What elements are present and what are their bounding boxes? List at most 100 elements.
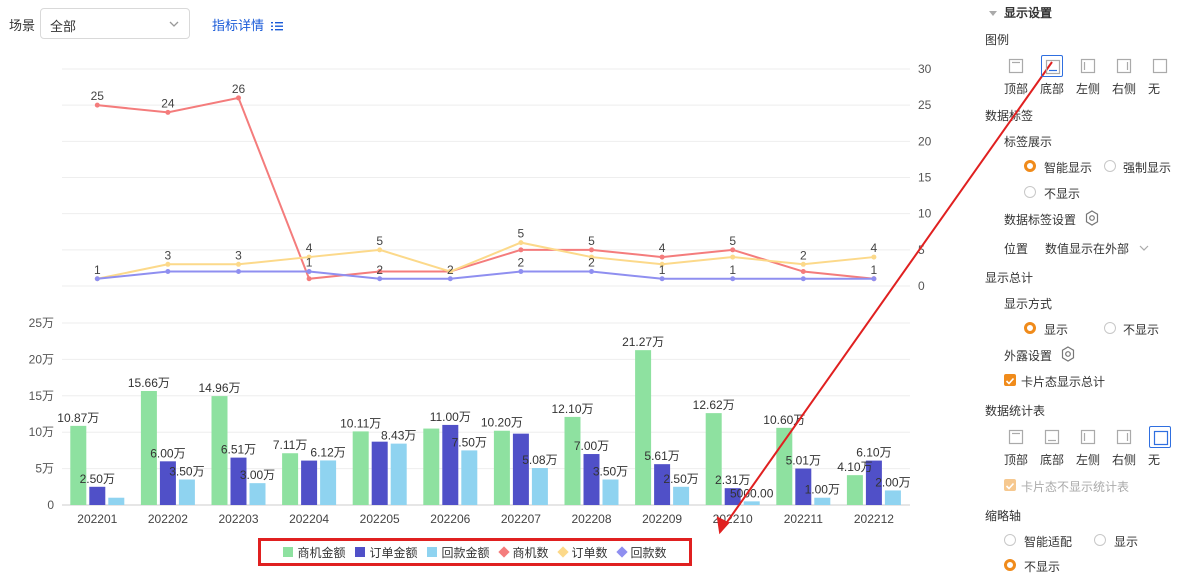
no-display-radio[interactable] [1024, 186, 1036, 198]
stats-position-bottom-option[interactable] [1041, 426, 1063, 448]
legend-position-right-label: 右侧 [1112, 82, 1137, 96]
bar-data-label: 10.20万 [481, 416, 523, 430]
line-data-label: 2 [588, 256, 595, 270]
legend-label: 订单金额 [369, 545, 418, 560]
show-total-radio[interactable] [1024, 322, 1036, 334]
bar-data-label: 6.12万 [310, 445, 345, 459]
legend-position-top-option[interactable] [1005, 55, 1027, 77]
zoom-hide-radio[interactable] [1004, 559, 1016, 571]
bar-订单金额 [442, 424, 459, 505]
bar-回款金额 [743, 501, 760, 505]
x-tick-label: 202210 [713, 512, 753, 526]
bar-回款金额 [884, 490, 901, 505]
legend-item[interactable]: 回款数 [615, 544, 667, 561]
card-hide-stats-label: 卡片态不显示统计表 [1021, 480, 1130, 494]
zoom-show-radio[interactable] [1094, 534, 1106, 546]
position-top-icon [1008, 429, 1024, 445]
zoom-smart-radio[interactable] [1004, 534, 1016, 546]
line-data-label: 24 [161, 96, 175, 110]
line-y-tick-label: 20 [918, 134, 932, 148]
stats-position-top-option[interactable] [1005, 426, 1027, 448]
check-icon [1005, 377, 1015, 385]
bar-data-label: 12.10万 [551, 402, 593, 416]
bar-data-label: 7.11万 [273, 438, 307, 452]
bar-data-label: 6.00万 [150, 446, 185, 460]
gear-icon[interactable] [1060, 346, 1076, 362]
legend-item[interactable]: 回款金额 [427, 544, 490, 561]
legend-item[interactable]: 订单数 [556, 544, 608, 561]
legend-position-bottom-label: 底部 [1040, 82, 1065, 96]
stats-position-bottom-label: 底部 [1040, 453, 1065, 467]
chart-legend: 商机金额 订单金额 回款金额 商机数 订单数 回款数 [258, 538, 692, 566]
line-point [518, 269, 524, 275]
hide-total-label: 不显示 [1123, 323, 1160, 337]
position-select-value[interactable]: 数值显示在外部 [1045, 242, 1130, 256]
bar-data-label: 5.01万 [786, 454, 821, 468]
line-data-label: 3 [235, 248, 242, 262]
x-tick-label: 202203 [218, 512, 258, 526]
x-tick-label: 202211 [784, 512, 823, 526]
bar-回款金额 [673, 486, 690, 505]
legend-label: 商机金额 [297, 545, 346, 560]
hide-total-radio[interactable] [1104, 322, 1116, 334]
position-left-icon [1080, 58, 1096, 74]
indicator-detail-link[interactable]: 指标详情 [212, 15, 283, 34]
bar-data-label: 3.50万 [169, 465, 204, 479]
x-tick-label: 202209 [642, 512, 682, 526]
legend-marker [355, 547, 366, 557]
legend-marker [497, 546, 510, 558]
legend-marker [615, 546, 628, 558]
data-label-title: 数据标签 [985, 109, 1034, 123]
chevron-down-icon[interactable] [1138, 242, 1150, 254]
legend-position-none-option[interactable] [1149, 55, 1171, 77]
card-show-total-checkbox[interactable] [1004, 374, 1016, 386]
line-point [589, 269, 594, 275]
stats-position-right-option[interactable] [1113, 426, 1135, 448]
line-data-label: 2 [518, 256, 525, 270]
legend-item[interactable]: 订单金额 [355, 544, 417, 561]
line-data-label: 26 [232, 82, 246, 96]
line-y-tick-label: 10 [918, 207, 932, 221]
line-data-label: 2 [376, 263, 383, 277]
line-y-tick-label: 30 [918, 62, 932, 76]
legend-item[interactable]: 商机金额 [283, 544, 345, 561]
bar-订单金额 [301, 460, 318, 505]
stats-position-right-label: 右侧 [1112, 453, 1137, 467]
gear-icon[interactable] [1084, 210, 1100, 226]
bar-data-label: 8.43万 [381, 429, 416, 443]
x-tick-label: 202206 [430, 512, 470, 526]
bar-商机金额 [423, 428, 440, 505]
position-top-icon [1008, 58, 1024, 74]
legend-position-left-option[interactable] [1077, 55, 1099, 77]
bar-data-label: 11.00万 [430, 410, 471, 424]
legend-position-right-option[interactable] [1113, 55, 1135, 77]
bar-订单金额 [159, 461, 176, 505]
line-data-label: 2 [800, 248, 807, 262]
x-tick-label: 202208 [571, 512, 611, 526]
smart-display-radio[interactable] [1024, 160, 1036, 172]
position-none-icon [1152, 58, 1168, 74]
stats-position-left-label: 左侧 [1076, 453, 1101, 467]
bar-商机金额 [635, 350, 652, 505]
bar-y-tick-label: 5万 [35, 462, 54, 476]
bar-data-label: 4.10万 [837, 460, 872, 474]
line-data-label: 1 [94, 263, 101, 277]
stats-position-none-option[interactable] [1149, 426, 1171, 448]
scene-select[interactable]: 全部 [40, 8, 190, 39]
line-point [306, 254, 312, 260]
force-display-radio[interactable] [1104, 160, 1116, 172]
stats-position-left-option[interactable] [1077, 426, 1099, 448]
bar-data-label: 5.08万 [522, 453, 557, 467]
scene-label: 场景 [9, 18, 36, 33]
bar-y-tick-label: 20万 [29, 352, 54, 366]
line-point [236, 95, 241, 101]
legend-marker [556, 546, 569, 558]
bar-y-tick-label: 25万 [29, 316, 54, 330]
legend-item[interactable]: 商机数 [497, 544, 549, 561]
bar-data-label: 10.11万 [340, 416, 381, 430]
line-point [165, 109, 171, 115]
position-left-icon [1080, 429, 1096, 445]
legend-section-title: 图例 [985, 33, 1010, 47]
legend-position-bottom-option[interactable] [1041, 55, 1063, 77]
collapse-triangle-icon[interactable] [988, 8, 998, 18]
